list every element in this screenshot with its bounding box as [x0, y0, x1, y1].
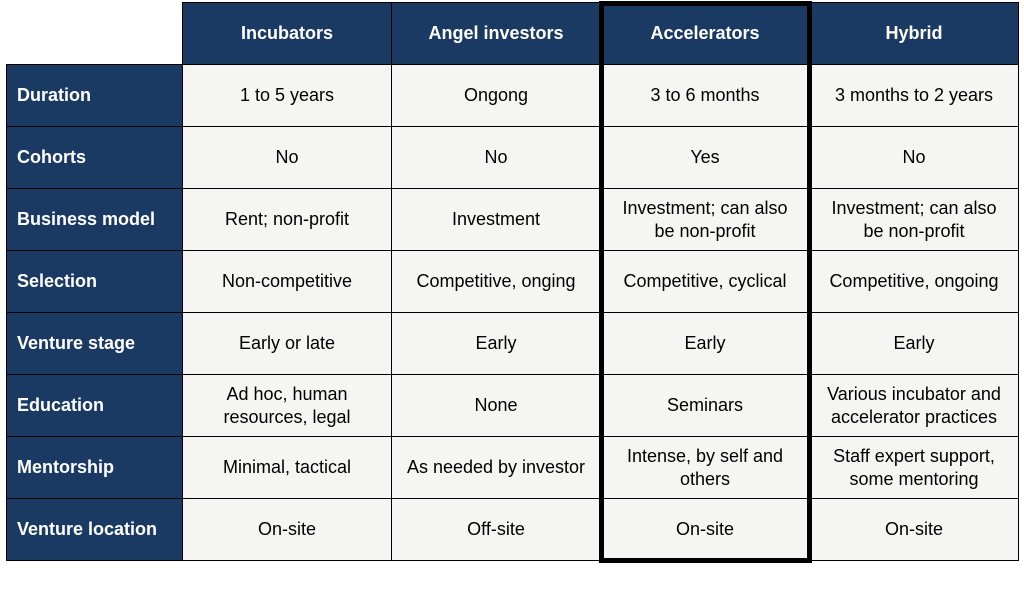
table-row: Venture stage Early or late Early Early … — [7, 313, 1019, 375]
cell: Competitive, ongoing — [810, 251, 1019, 313]
col-header-accelerators: Accelerators — [601, 3, 810, 65]
cell: Various incubator and accelerator practi… — [810, 375, 1019, 437]
cell: No — [183, 127, 392, 189]
table-row: Duration 1 to 5 years Ongong 3 to 6 mont… — [7, 65, 1019, 127]
table-row: Mentorship Minimal, tactical As needed b… — [7, 437, 1019, 499]
cell: Staff expert support, some mentoring — [810, 437, 1019, 499]
cell: Competitive, cyclical — [601, 251, 810, 313]
row-header-cohorts: Cohorts — [7, 127, 183, 189]
col-header-hybrid: Hybrid — [810, 3, 1019, 65]
table-row: Venture location On-site Off-site On-sit… — [7, 499, 1019, 561]
col-header-angel-investors: Angel investors — [392, 3, 601, 65]
cell: Off-site — [392, 499, 601, 561]
col-header-incubators: Incubators — [183, 3, 392, 65]
comparison-table: Incubators Angel investors Accelerators … — [6, 2, 1019, 561]
row-header-education: Education — [7, 375, 183, 437]
table-row: Selection Non-competitive Competitive, o… — [7, 251, 1019, 313]
cell: Ongong — [392, 65, 601, 127]
cell: No — [810, 127, 1019, 189]
cell: No — [392, 127, 601, 189]
cell: Minimal, tactical — [183, 437, 392, 499]
cell: Competitive, onging — [392, 251, 601, 313]
cell: 3 to 6 months — [601, 65, 810, 127]
row-header-mentorship: Mentorship — [7, 437, 183, 499]
cell: As needed by investor — [392, 437, 601, 499]
cell: 1 to 5 years — [183, 65, 392, 127]
table-row: Education Ad hoc, human resources, legal… — [7, 375, 1019, 437]
cell: Early — [810, 313, 1019, 375]
cell: On-site — [183, 499, 392, 561]
cell: Early — [601, 313, 810, 375]
row-header-venture-location: Venture location — [7, 499, 183, 561]
cell: 3 months to 2 years — [810, 65, 1019, 127]
table-header-row: Incubators Angel investors Accelerators … — [7, 3, 1019, 65]
cell: Investment; can also be non-profit — [810, 189, 1019, 251]
cell: Early or late — [183, 313, 392, 375]
cell: Yes — [601, 127, 810, 189]
cell: Investment; can also be non-profit — [601, 189, 810, 251]
blank-corner-cell — [7, 3, 183, 65]
cell: Investment — [392, 189, 601, 251]
comparison-table-container: Incubators Angel investors Accelerators … — [6, 2, 1018, 561]
cell: On-site — [601, 499, 810, 561]
cell: Non-competitive — [183, 251, 392, 313]
row-header-selection: Selection — [7, 251, 183, 313]
cell: Intense, by self and others — [601, 437, 810, 499]
cell: Seminars — [601, 375, 810, 437]
table-row: Business model Rent; non-profit Investme… — [7, 189, 1019, 251]
row-header-venture-stage: Venture stage — [7, 313, 183, 375]
row-header-business-model: Business model — [7, 189, 183, 251]
table-row: Cohorts No No Yes No — [7, 127, 1019, 189]
cell: On-site — [810, 499, 1019, 561]
cell: Early — [392, 313, 601, 375]
cell: Ad hoc, human resources, legal — [183, 375, 392, 437]
cell: Rent; non-profit — [183, 189, 392, 251]
cell: None — [392, 375, 601, 437]
row-header-duration: Duration — [7, 65, 183, 127]
